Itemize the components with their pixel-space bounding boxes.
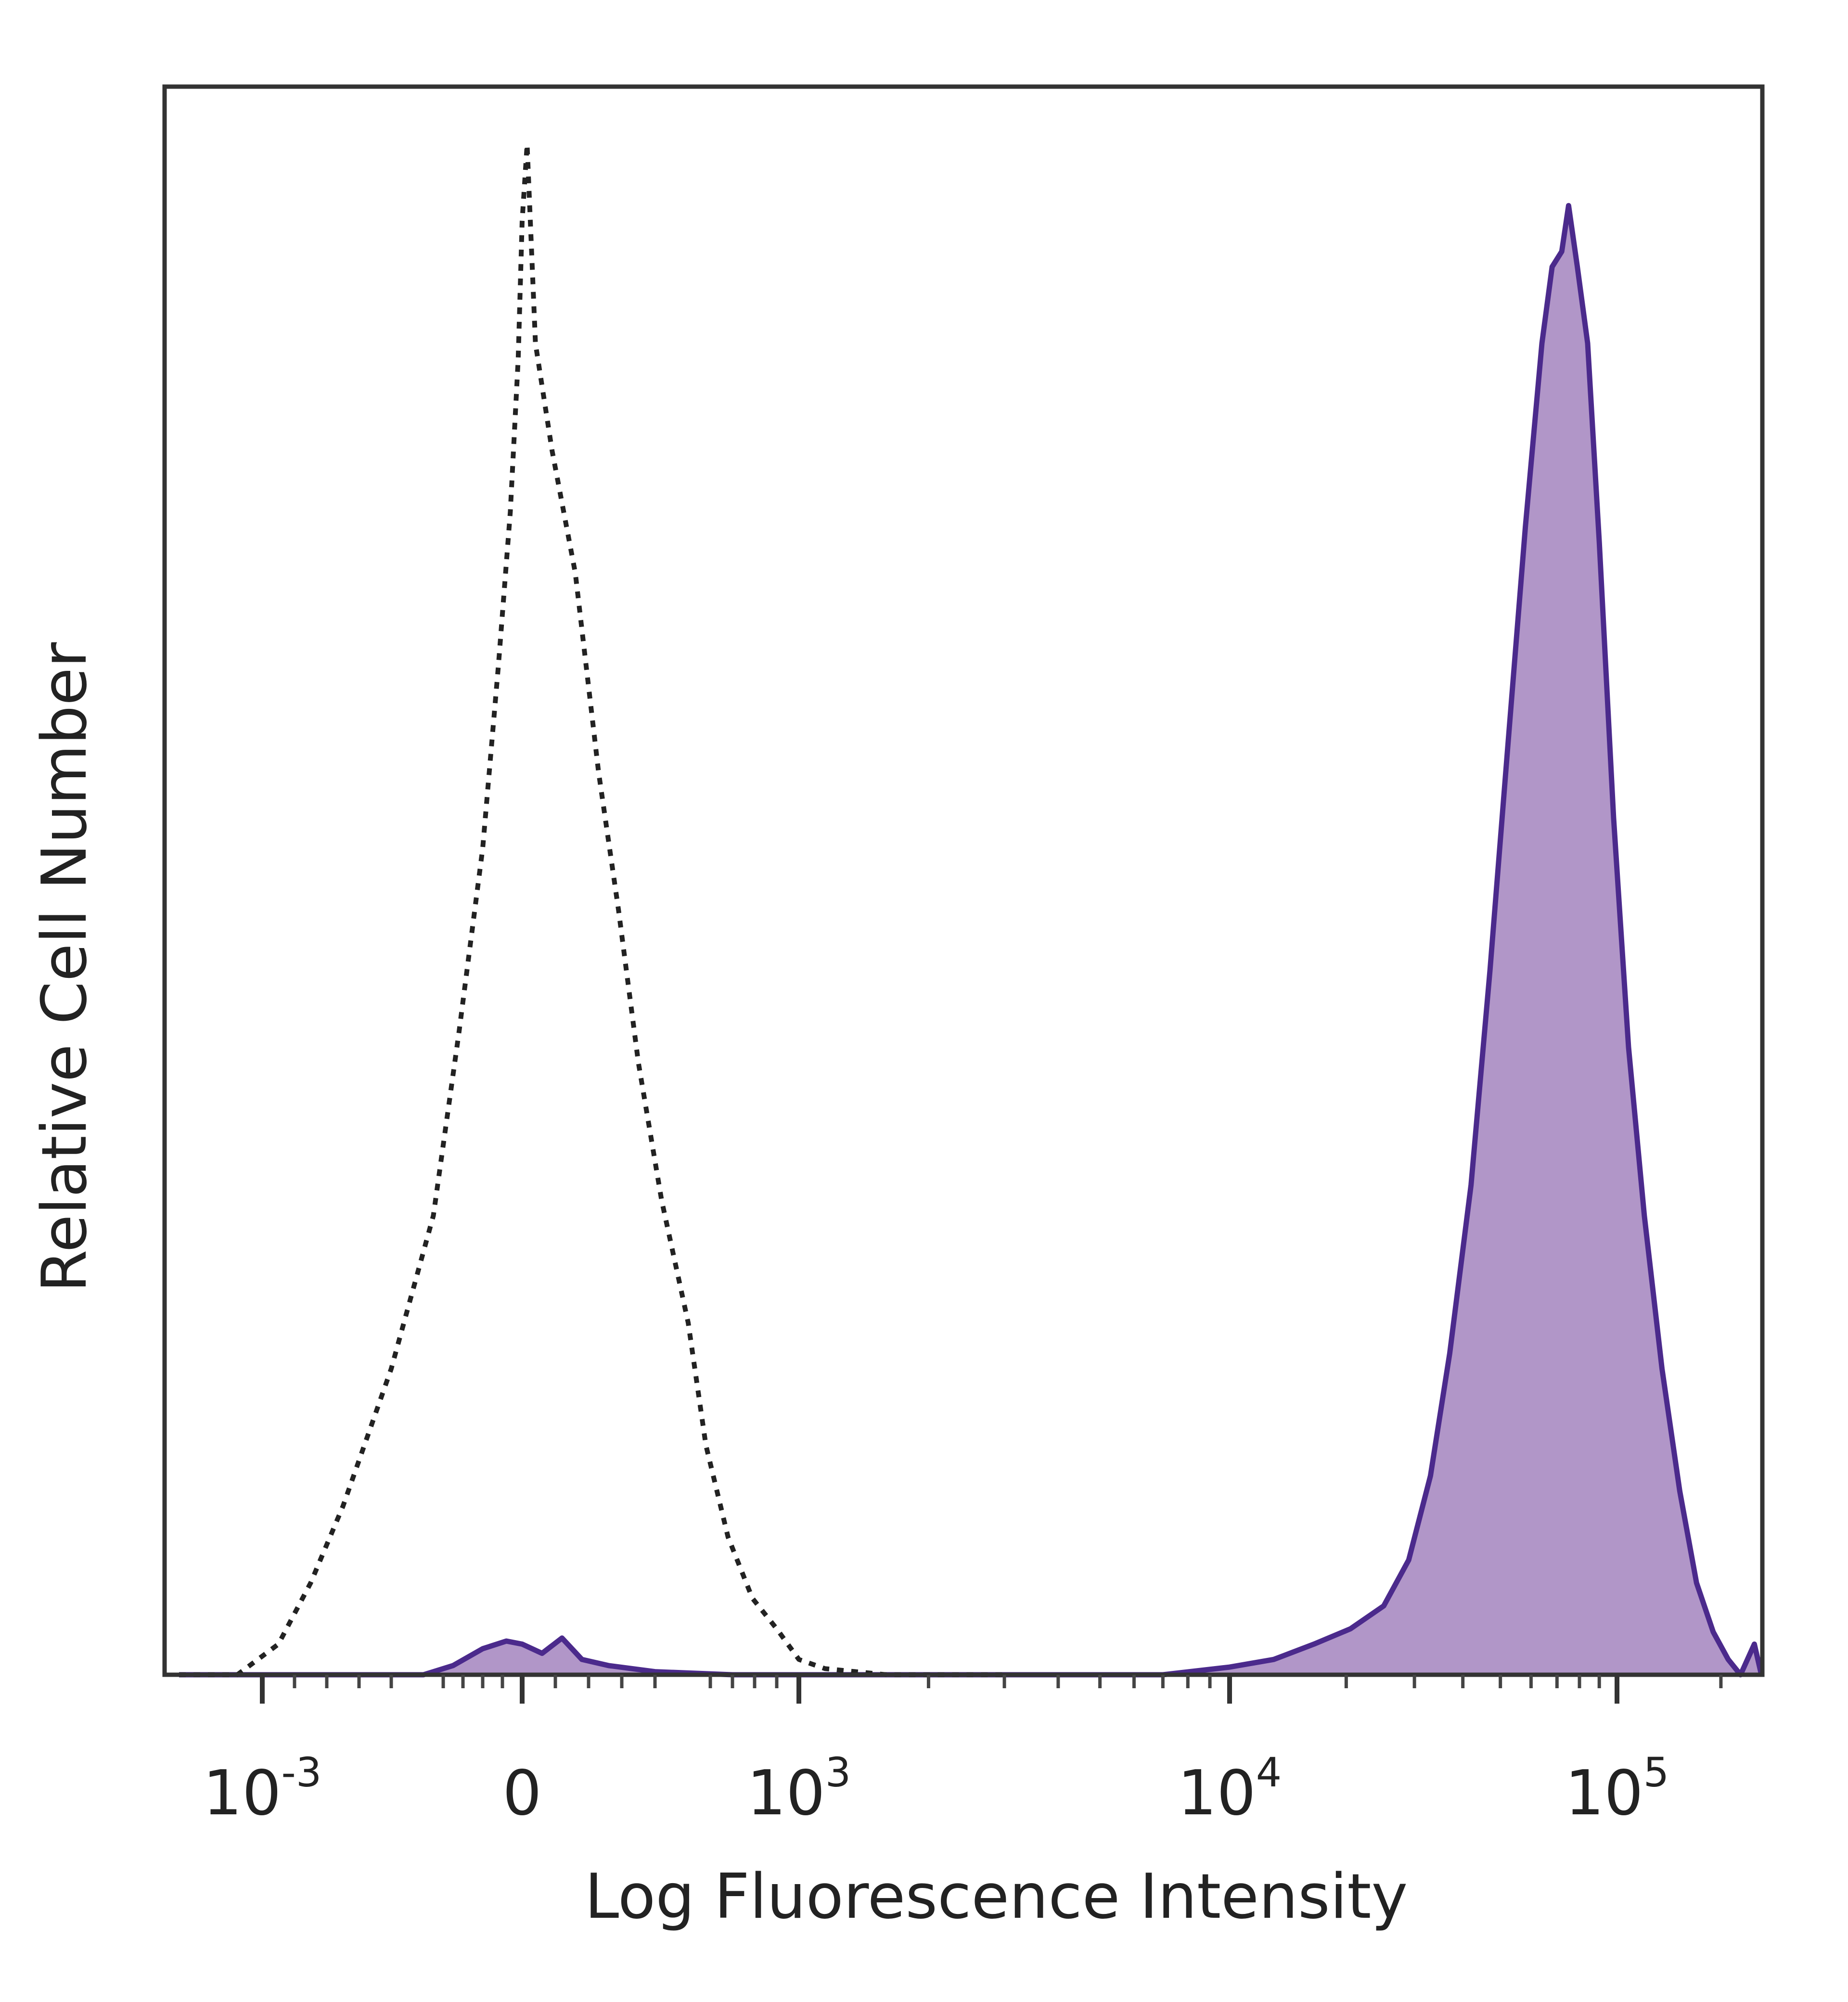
plot-area [179,142,1764,1678]
series-fill-stained [179,205,1761,1675]
x-axis: 10-3 0 103 104 105 [203,1675,1723,1829]
series-line-stained [179,203,1764,1678]
x-tick-label: 0 [502,1758,541,1829]
x-tick-label: 10-3 [203,1749,322,1829]
x-axis-title: Log Fluorescence Intensity [585,1861,1408,1933]
x-tick-label: 103 [747,1749,851,1829]
series-line-isotype-control [179,142,1004,1677]
plot-frame [162,84,1765,1677]
x-tick-label: 104 [1178,1749,1282,1829]
y-axis-title: Relative Cell Number [29,642,101,1292]
x-tick-label: 105 [1565,1749,1669,1829]
